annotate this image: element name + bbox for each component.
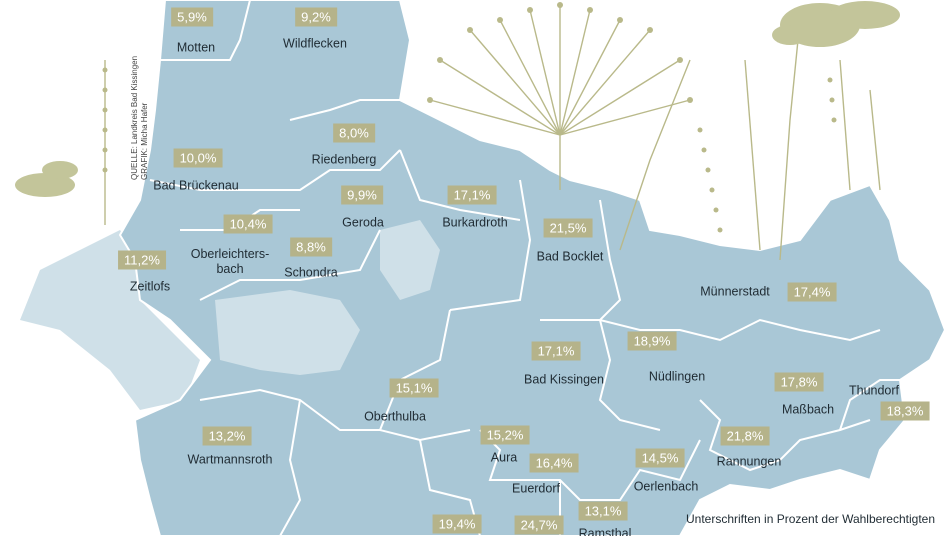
light-area-2 — [380, 220, 440, 300]
bad-kissingen-name: Bad Kissingen — [524, 372, 604, 387]
wartmannsroth-name: Wartmannsroth — [187, 452, 273, 467]
bad-bocklet-name: Bad Bocklet — [536, 249, 604, 264]
bad-bocklet-percent: 21,5% — [543, 218, 593, 238]
unnamed-percent-right: 24,7% — [514, 515, 564, 535]
zeitlofs-name: Zeitlofs — [129, 279, 171, 294]
oberleichtersbach-name: Oberleichters- bach — [190, 247, 270, 276]
oberthulba-percent: 15,1% — [389, 378, 439, 398]
ramsthal-percent: 13,1% — [578, 501, 628, 521]
muennerstadt-percent: 17,4% — [787, 282, 837, 302]
oerlenbach-name: Oerlenbach — [633, 479, 699, 494]
legend-caption: Unterschriften in Prozent der Wahlberech… — [686, 512, 936, 526]
geroda-percent: 9,9% — [341, 185, 383, 205]
source-credit: QUELLE: Landkreis Bad Kissingen GRAFIK: … — [130, 56, 150, 180]
riedenberg-name: Riedenberg — [311, 152, 377, 167]
rannungen-percent: 21,8% — [720, 426, 770, 446]
geroda-name: Geroda — [342, 215, 384, 230]
motten-percent: 5,9% — [171, 7, 213, 27]
nuedlingen-percent: 18,9% — [627, 331, 677, 351]
plant-dots — [102, 2, 837, 233]
bee-illustration-right — [772, 1, 900, 47]
zeitlofs-percent: 11,2% — [118, 250, 166, 270]
massbach-percent: 17,8% — [774, 372, 824, 392]
motten-name: Motten — [176, 40, 216, 55]
light-area-1 — [215, 290, 360, 375]
burkardroth-name: Burkardroth — [442, 215, 508, 230]
riedenberg-percent: 8,0% — [333, 123, 375, 143]
bad-brueckenau-percent: 10,0% — [173, 148, 223, 168]
unnamed-percent-left: 19,4% — [432, 514, 482, 534]
aura-name: Aura — [490, 450, 518, 465]
ramsthal-name: Ramsthal — [578, 526, 632, 536]
muennerstadt-name: Münnerstadt — [700, 284, 770, 299]
thundorf-name: Thundorf — [848, 383, 900, 398]
oberleichtersbach-percent: 10,4% — [223, 214, 273, 234]
oberthulba-name: Oberthulba — [364, 409, 426, 424]
aura-percent: 15,2% — [480, 425, 530, 445]
burkardroth-percent: 17,1% — [447, 185, 497, 205]
oerlenbach-percent: 14,5% — [635, 448, 685, 468]
nuedlingen-name: Nüdlingen — [648, 369, 706, 384]
source-line: QUELLE: Landkreis Bad Kissingen — [130, 55, 139, 180]
bad-brueckenau-name: Bad Brückenau — [153, 178, 239, 193]
outside-area — [20, 230, 200, 410]
euerdorf-percent: 16,4% — [529, 453, 579, 473]
wildflecken-name: Wildflecken — [283, 36, 347, 51]
massbach-name: Maßbach — [781, 402, 835, 417]
district-area — [118, 0, 947, 536]
credit-line: GRAFIK: Micha Hafer — [140, 102, 149, 180]
thundorf-percent: 18,3% — [880, 401, 930, 421]
schondra-percent: 8,8% — [290, 237, 332, 257]
schondra-name: Schondra — [284, 265, 338, 280]
wartmannsroth-percent: 13,2% — [202, 426, 252, 446]
rannungen-name: Rannungen — [716, 454, 782, 469]
euerdorf-name: Euerdorf — [512, 481, 560, 496]
bad-kissingen-percent: 17,1% — [531, 341, 581, 361]
wildflecken-percent: 9,2% — [295, 7, 337, 27]
bee-illustration-left — [15, 161, 78, 197]
